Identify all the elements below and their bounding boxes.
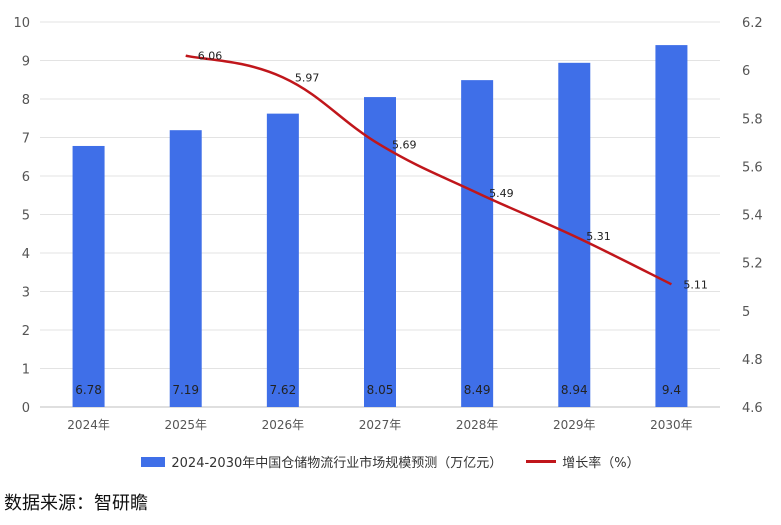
right-tick-label: 5.6	[742, 160, 763, 175]
growth-rate-label: 5.97	[295, 71, 320, 84]
legend: 2024-2030年中国仓储物流行业市场规模预测（万亿元） 增长率（%）	[0, 452, 781, 471]
bar-value-label: 6.78	[75, 383, 102, 397]
right-tick-label: 4.6	[742, 401, 763, 416]
left-y-axis: 0 1 2 3 4 5 6 7 8 9 10	[13, 16, 30, 416]
bar-value-label: 8.05	[367, 383, 394, 397]
left-tick-label: 10	[13, 16, 30, 31]
x-tick-label: 2029年	[553, 418, 596, 432]
right-y-axis: 4.6 4.8 5 5.2 5.4 5.6 5.8 6 6.2	[742, 16, 763, 416]
bar-value-label: 8.94	[561, 383, 588, 397]
legend-label-growth-rate: 增长率（%）	[562, 456, 640, 471]
left-tick-label: 6	[22, 170, 30, 185]
right-tick-label: 6	[742, 64, 750, 79]
source-note: 数据来源：智研瞻	[4, 493, 148, 514]
bar	[364, 97, 396, 407]
right-tick-label: 4.8	[742, 353, 763, 368]
right-tick-label: 6.2	[742, 16, 763, 31]
bar-value-label: 7.19	[172, 383, 199, 397]
bar	[169, 130, 202, 407]
legend-bar-swatch	[141, 456, 166, 467]
x-tick-label: 2030年	[650, 418, 693, 432]
right-tick-label: 5	[742, 305, 750, 320]
growth-rate-line	[185, 54, 672, 286]
x-tick-label: 2028年	[456, 418, 499, 432]
bar	[655, 45, 688, 407]
left-tick-label: 3	[22, 286, 30, 301]
x-tick-label: 2024年	[67, 418, 110, 432]
x-tick-label: 2026年	[262, 418, 305, 432]
bar-value-label: 7.62	[269, 383, 296, 397]
x-tick-label: 2027年	[359, 418, 402, 432]
right-tick-label: 5.4	[742, 209, 763, 224]
bar-value-label: 8.49	[464, 383, 491, 397]
growth-rate-label: 5.49	[489, 187, 513, 200]
growth-rate-series	[185, 54, 672, 286]
legend-line-swatch	[526, 460, 557, 463]
left-tick-label: 9	[22, 55, 30, 70]
bar	[72, 145, 105, 407]
left-tick-label: 2	[22, 324, 30, 339]
chart-canvas: 0 1 2 3 4 5 6 7 8 9 10 4.6 4.8 5 5.2 5.4 5.6 5.8 6 6.2 6.7…	[13, 16, 763, 432]
left-tick-label: 1	[22, 363, 30, 378]
right-tick-label: 5.2	[742, 257, 763, 272]
right-tick-label: 5.8	[742, 112, 763, 127]
left-tick-label: 8	[22, 93, 30, 108]
left-tick-label: 4	[22, 247, 30, 262]
legend-item-market-size: 2024-2030年中国仓储物流行业市场规模预测（万亿元）	[141, 452, 502, 471]
bar-value-label: 9.4	[662, 383, 681, 397]
legend-label-market-size: 2024-2030年中国仓储物流行业市场规模预测（万亿元）	[171, 456, 503, 471]
growth-rate-labels: 6.06 5.97 5.69 5.49 5.31 5.11	[198, 50, 708, 292]
legend-item-growth-rate: 增长率（%）	[526, 452, 640, 471]
growth-rate-label: 5.31	[586, 230, 611, 243]
growth-rate-label: 5.69	[392, 139, 417, 152]
left-tick-label: 7	[22, 132, 30, 147]
x-axis: 2024年 2025年 2026年 2027年 2028年 2029年 2030年	[67, 418, 692, 432]
left-tick-label: 0	[22, 401, 30, 416]
growth-rate-label: 5.11	[683, 278, 708, 291]
bar	[266, 113, 299, 407]
left-tick-label: 5	[22, 209, 30, 224]
bar	[461, 80, 494, 407]
bar-series	[72, 45, 688, 408]
x-tick-label: 2025年	[164, 418, 207, 432]
growth-rate-label: 6.06	[198, 50, 223, 63]
bar-value-labels: 6.78 7.19 7.62 8.05 8.49 8.94 9.4	[75, 383, 681, 397]
